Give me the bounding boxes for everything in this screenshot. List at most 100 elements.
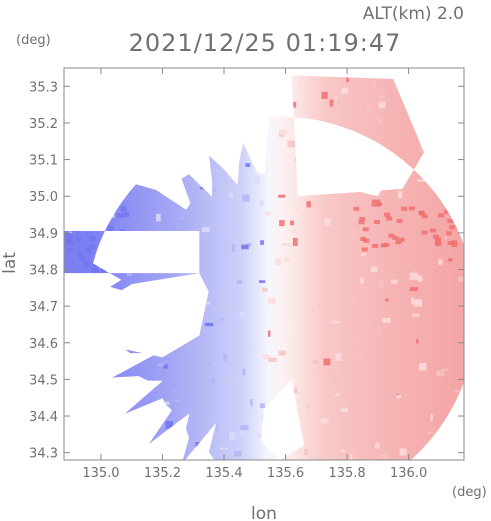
echo-speckle (131, 135, 138, 138)
echo-speckle (268, 357, 277, 362)
echo-speckle-strong (124, 249, 131, 255)
echo-speckle-strong (419, 211, 426, 216)
x-unit-label: (deg) (452, 485, 487, 500)
echo-speckle (111, 385, 115, 393)
echo-speckle (245, 163, 251, 167)
echo-speckle (176, 400, 181, 402)
echo-speckle-strong (99, 254, 106, 260)
echo-speckle (194, 437, 200, 443)
echo-speckle (165, 421, 173, 429)
echo-speckle (112, 107, 121, 114)
echo-speckle (317, 304, 321, 307)
echo-speckle-strong (81, 214, 88, 220)
echo-speckle-strong (374, 220, 380, 224)
echo-speckle-strong (85, 248, 92, 254)
echo-speckle (328, 173, 336, 181)
echo-speckle-strong (401, 206, 408, 211)
echo-speckle (413, 270, 417, 274)
echo-speckle (175, 268, 181, 272)
echo-speckle (168, 142, 178, 146)
echo-speckle (198, 241, 203, 249)
echo-speckle (346, 76, 349, 82)
echo-speckle-strong (435, 237, 441, 242)
echo-speckle (97, 145, 105, 149)
echo-speckle (175, 93, 183, 101)
echo-speckle (371, 199, 381, 207)
echo-speckle (355, 339, 362, 344)
echo-speckle (89, 212, 98, 219)
echo-speckle (104, 117, 108, 122)
echo-speckle (137, 439, 140, 443)
no-echo-gap (344, 148, 397, 197)
echo-speckle-strong (353, 206, 360, 211)
echo-speckle-strong (123, 212, 130, 218)
echo-speckle (320, 417, 329, 424)
echo-speckle (350, 209, 354, 217)
echo-speckle-strong (456, 225, 463, 230)
echo-speckle (453, 427, 458, 431)
echo-speckle (110, 171, 119, 176)
echo-speckle (385, 298, 389, 302)
echo-speckle (346, 134, 353, 139)
echo-speckle-strong (104, 253, 111, 259)
echo-speckle-strong (107, 259, 114, 265)
echo-speckle (161, 91, 165, 94)
echo-speckle-strong (358, 220, 365, 225)
echo-speckle (110, 373, 114, 382)
echo-speckle (360, 277, 364, 284)
plot-frame (63, 67, 465, 461)
echo-speckle (454, 75, 463, 79)
echo-speckle (251, 90, 255, 98)
echo-speckle (294, 385, 301, 388)
echo-speckle-strong (396, 219, 403, 223)
echo-speckle (283, 257, 291, 263)
echo-speckle (242, 368, 246, 376)
y-tick-label: 34.8 (29, 263, 58, 278)
echo-speckle-strong (117, 213, 124, 219)
echo-speckle (411, 297, 415, 305)
x-tick-label: 135.0 (82, 466, 119, 481)
echo-speckle-strong (66, 248, 73, 254)
timestamp-title: 2021/12/25 01:19:47 (129, 29, 402, 57)
echo-speckle (213, 187, 217, 192)
echo-speckle (179, 217, 184, 220)
echo-speckle (117, 358, 127, 362)
echo-speckle (313, 362, 317, 370)
echo-speckle-strong (421, 214, 428, 219)
echo-speckle (433, 87, 438, 92)
echo-speckle (397, 190, 403, 199)
echo-speckle-strong (359, 217, 366, 221)
echo-speckle-strong (447, 241, 454, 246)
echo-speckle-strong (361, 247, 368, 252)
echo-speckle (275, 258, 282, 265)
echo-speckle (233, 450, 242, 457)
echo-speckle (259, 148, 265, 151)
echo-speckle (453, 390, 462, 393)
echo-speckle-strong (429, 228, 436, 233)
echo-speckle (117, 413, 126, 418)
echo-speckle (278, 134, 285, 137)
echo-speckle (182, 69, 184, 72)
echo-speckle (372, 80, 376, 87)
echo-speckle (67, 163, 72, 172)
echo-speckle-strong (451, 242, 458, 247)
echo-speckle (223, 353, 227, 362)
echo-speckle (396, 395, 402, 399)
echo-speckle (111, 212, 115, 218)
echo-speckle (447, 258, 453, 262)
echo-speckle (293, 228, 296, 234)
echo-speckle (324, 218, 331, 226)
y-tick-label: 34.4 (29, 410, 58, 425)
echo-speckle (376, 118, 383, 125)
echo-speckle (126, 270, 133, 277)
y-tick-label: 34.7 (29, 300, 58, 315)
echo-speckle (210, 377, 215, 384)
y-tick-label: 35.0 (29, 190, 58, 205)
echo-speckle (335, 353, 342, 361)
echo-speckle (240, 424, 249, 431)
echo-speckle (150, 230, 153, 233)
echo-speckle (202, 227, 210, 233)
echo-speckle (438, 259, 443, 265)
echo-speckle (370, 266, 378, 272)
echo-speckle (267, 297, 276, 305)
